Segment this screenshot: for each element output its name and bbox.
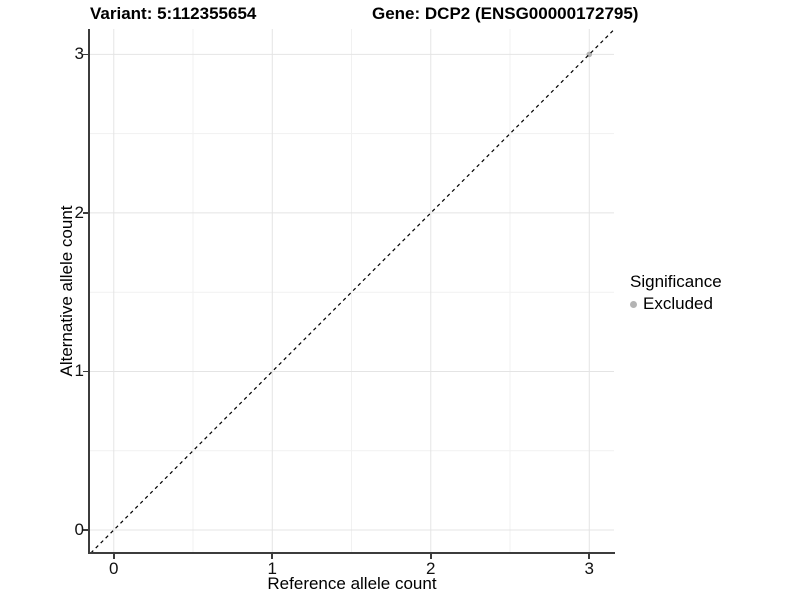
y-axis-tick: [83, 529, 88, 531]
plot-panel-canvas: [90, 29, 614, 553]
x-axis-tick-label: 2: [426, 559, 436, 578]
x-axis-tick: [429, 554, 432, 559]
y-axis-line: [88, 29, 90, 554]
y-axis-tick: [83, 212, 88, 214]
legend-title: Significance: [630, 272, 722, 291]
x-axis-tick: [588, 554, 591, 559]
plot-title-variant: Variant: 5:112355654: [90, 4, 257, 23]
plot-panel: [90, 29, 614, 553]
x-axis-tick: [271, 554, 274, 559]
x-axis-tick-label: 1: [267, 559, 277, 578]
x-axis-tick: [112, 554, 115, 559]
y-axis-title: Alternative allele count: [57, 205, 76, 377]
x-axis-tick-label: 3: [584, 559, 594, 578]
legend: Significance Excluded: [630, 272, 722, 314]
y-axis-tick-label: 1: [74, 361, 84, 381]
y-axis-tick-label: 0: [74, 520, 84, 539]
plot-title-gene: Gene: DCP2 (ENSG00000172795): [372, 4, 639, 23]
y-axis-tick: [83, 53, 88, 56]
x-axis-line: [88, 552, 615, 554]
x-axis-tick-label: 0: [109, 559, 119, 578]
y-axis-tick-label: 3: [74, 44, 84, 64]
y-axis-tick: [83, 370, 88, 373]
x-axis-title: Reference allele count: [267, 574, 437, 593]
identity-line: [90, 29, 614, 553]
legend-item-excluded: Excluded: [630, 294, 722, 314]
legend-item-label: Excluded: [643, 294, 713, 313]
y-axis-tick-label: 2: [74, 202, 84, 222]
excluded-point-icon: [630, 300, 637, 308]
